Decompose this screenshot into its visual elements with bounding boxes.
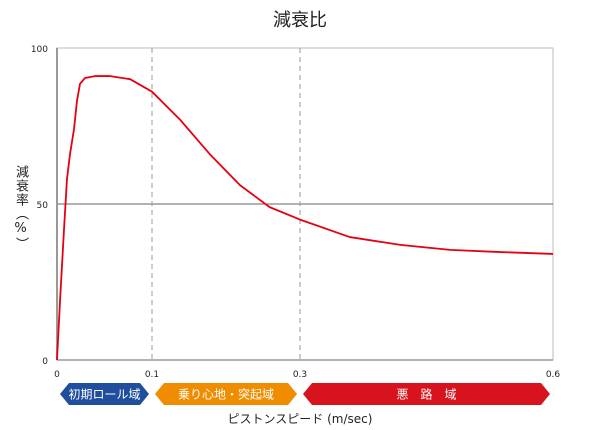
y-tick-label: 50 [37,201,49,211]
region-label: 初期ロール域 [68,388,140,402]
region-band [303,383,550,405]
x-tick-label: 0 [54,370,60,380]
chart-title: 減衰比 [273,10,327,31]
y-tick-label: 100 [31,45,48,55]
x-tick-label: 0.1 [145,370,159,380]
region-band [60,383,149,405]
x-axis-label: ピストンスピード (m/sec) [228,412,373,426]
x-tick-label: 0.6 [546,370,561,380]
x-tick-label: 0.3 [293,370,307,380]
region-label: 乗り心地・突起域 [178,387,274,402]
y-tick-label: 0 [42,357,48,367]
series-line [56,75,554,361]
region-band [155,383,297,405]
y-axis-label: 減衰率（%） [13,165,28,251]
region-label: 悪 路 域 [396,387,456,402]
